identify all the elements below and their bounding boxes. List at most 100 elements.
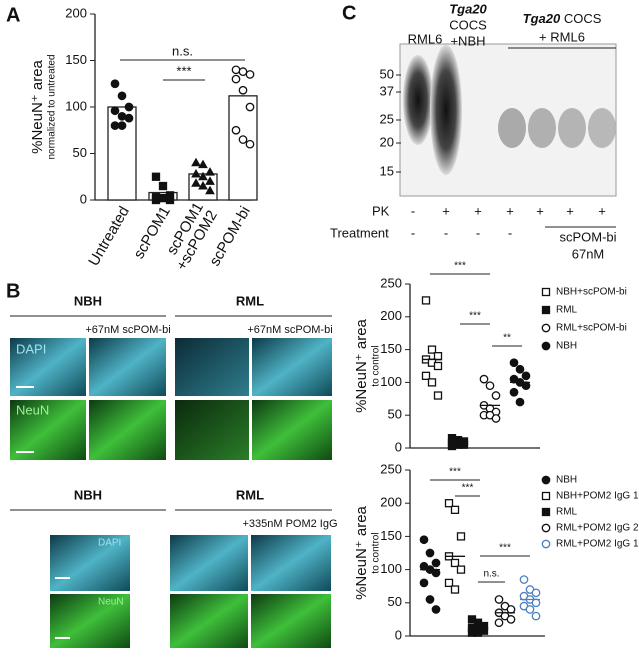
- mw-marker: 20: [380, 134, 394, 149]
- data-point: [515, 397, 525, 407]
- y-axis-sublabel: to control: [371, 532, 382, 573]
- treatment-sign: -: [411, 225, 415, 240]
- data-point: [151, 172, 161, 181]
- lane-label: + RML6: [539, 29, 585, 44]
- data-point: [427, 378, 437, 387]
- data-point: [473, 628, 483, 637]
- data-point: [191, 157, 201, 167]
- data-point: [427, 345, 437, 354]
- treatment-sign: -: [508, 225, 512, 240]
- y-tick-label: 100: [380, 374, 402, 389]
- y-axis-label: %NeuN⁺ area: [353, 505, 370, 599]
- data-point: [231, 125, 241, 135]
- data-point: [191, 168, 201, 178]
- legend-marker: [541, 287, 551, 297]
- data-point: [158, 181, 168, 191]
- data-point: [494, 595, 504, 604]
- blot-bands: [403, 45, 616, 175]
- data-point: [447, 441, 457, 451]
- pk-sign: -: [411, 203, 415, 218]
- legend-marker: [541, 305, 551, 315]
- group-label: RML: [236, 293, 264, 308]
- y-tick-label: 50: [388, 407, 402, 422]
- data-point: [431, 605, 441, 614]
- data-point: [431, 568, 441, 578]
- y-axis-sublabel: normalized to untreated: [47, 54, 58, 159]
- data-point: [485, 381, 495, 391]
- pk-sign: +: [474, 203, 482, 218]
- data-point: [509, 387, 519, 397]
- data-point: [110, 121, 120, 130]
- legend-marker: [541, 323, 551, 333]
- x-tick-label: scPOM1: [130, 203, 173, 261]
- y-tick-label: 200: [65, 5, 87, 20]
- data-point: [506, 615, 516, 624]
- data-point: [421, 296, 431, 305]
- y-tick-label: 200: [380, 308, 402, 323]
- y-tick-label: 200: [380, 495, 402, 510]
- legend-marker: [541, 507, 551, 517]
- panel-label: C: [342, 2, 356, 24]
- data-point: [450, 585, 460, 594]
- y-tick-label: 150: [380, 341, 402, 356]
- data-point: [191, 178, 201, 187]
- data-point: [479, 374, 489, 384]
- lane-label: Tga20 COCS: [523, 11, 602, 26]
- y-axis-label: %NeuN⁺ area: [353, 318, 370, 412]
- data-point: [491, 391, 501, 400]
- data-point: [431, 558, 441, 568]
- y-tick-label: 100: [380, 561, 402, 576]
- y-tick-label: 50: [388, 594, 402, 609]
- data-point: [519, 575, 529, 584]
- data-point: [494, 618, 504, 628]
- data-point: [245, 70, 255, 79]
- legend-label: NBH+scPOM-bi: [556, 287, 627, 298]
- legend-label: NBH+POM2 IgG 1dpi: [556, 491, 639, 502]
- data-point: [419, 578, 429, 588]
- data-point: [531, 588, 541, 598]
- data-point: [433, 391, 443, 400]
- y-axis-label: %NeuN⁺ area: [29, 59, 46, 153]
- significance-label: n.s.: [172, 43, 193, 58]
- data-point: [433, 361, 443, 371]
- data-point: [425, 595, 435, 604]
- data-point: [198, 181, 208, 190]
- mw-marker: 37: [380, 83, 394, 98]
- significance-label: ***: [462, 483, 474, 494]
- data-point: [231, 74, 241, 84]
- stain-label: DAPI: [16, 341, 46, 356]
- legend-marker: [541, 475, 551, 485]
- pk-sign: +: [566, 203, 574, 218]
- lane-label: COCS: [560, 11, 602, 26]
- stain-label: NeuN: [98, 597, 124, 608]
- data-point: [525, 605, 535, 614]
- data-point: [509, 358, 519, 368]
- lane-label: Tga20: [449, 1, 487, 16]
- data-point: [450, 558, 460, 568]
- data-point: [521, 381, 531, 391]
- pk-sign: +: [598, 203, 606, 218]
- panel-label: A: [6, 4, 20, 26]
- data-point: [491, 414, 501, 423]
- y-tick-label: 100: [65, 98, 87, 113]
- row-label: Treatment: [330, 225, 389, 240]
- data-point: [110, 106, 120, 116]
- x-tick-label: Untreated: [85, 203, 133, 269]
- y-tick-label: 0: [395, 627, 402, 642]
- legend-label: NBH: [556, 341, 577, 352]
- data-point: [456, 565, 466, 574]
- significance-label: ***: [454, 261, 466, 272]
- data-point: [117, 91, 127, 101]
- treatment-label: +67nM scPOM-bi: [85, 324, 170, 336]
- lane-label: +NBH: [450, 33, 485, 48]
- legend-label: NBH: [556, 475, 577, 486]
- legend-label: RML: [556, 507, 578, 518]
- y-tick-label: 50: [73, 145, 87, 160]
- stain-label: DAPI: [98, 538, 121, 549]
- data-point: [198, 171, 208, 181]
- data-point: [444, 499, 454, 508]
- significance-label: n.s.: [483, 569, 499, 580]
- data-point: [117, 121, 127, 130]
- data-point: [245, 102, 255, 112]
- data-point: [238, 85, 248, 95]
